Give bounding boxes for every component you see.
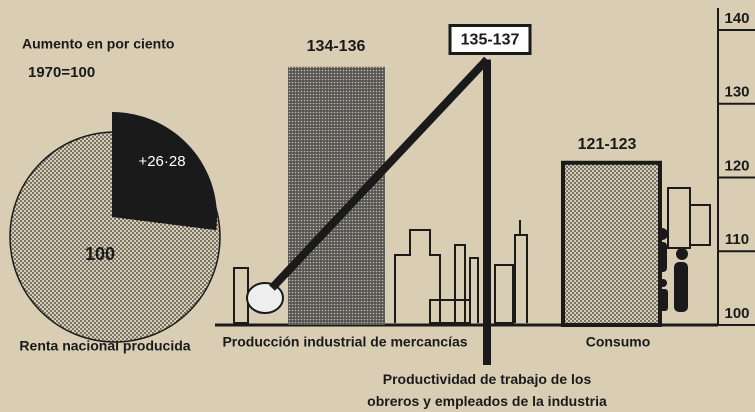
pie-value-label: +26·28 [138,153,185,170]
value-label: 121-123 [578,136,637,153]
y-tick-label: 120 [724,157,749,174]
y-tick-label: 110 [725,231,749,248]
bar [288,67,385,325]
bar [563,163,660,325]
pie-wedge [112,112,217,230]
y-tick-label: 130 [724,84,749,101]
value-label: 134-136 [307,38,366,55]
x-label: Consumo [586,334,651,350]
x-label: Producción industrial de mercancías [222,334,467,350]
pie-value-label: 100 [85,244,115,264]
chart: Aumento en por ciento 1970=100 Renta nac… [0,0,755,412]
y-tick-label: 140 [724,10,749,27]
chart-subtitle: 1970=100 [28,64,95,81]
y-tick-label: 100 [724,305,749,322]
bar [483,60,491,366]
value-label: 135-137 [461,32,520,49]
chart-title: Aumento en por ciento [22,36,174,52]
